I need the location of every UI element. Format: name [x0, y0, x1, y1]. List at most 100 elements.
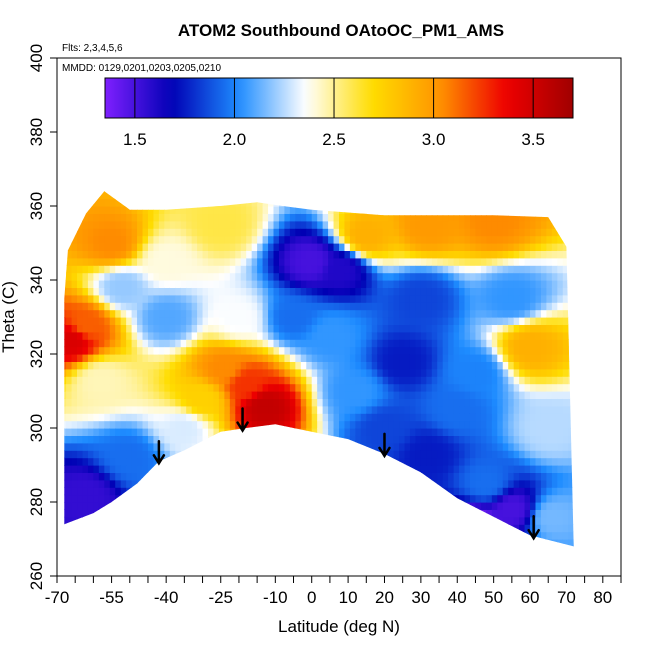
heatmap-cell [557, 539, 564, 547]
heatmap-cell [480, 516, 487, 525]
heatmap-cell [66, 398, 73, 407]
heatmap-cell [218, 191, 225, 200]
heatmap-cell [246, 191, 253, 192]
heatmap-cell [246, 176, 252, 184]
heatmap-cell [218, 502, 225, 510]
heatmap-cell [540, 494, 548, 503]
heatmap-cell [540, 302, 548, 311]
heatmap-cell [546, 516, 553, 525]
heatmap-cell [120, 531, 127, 540]
heatmap-cell [355, 368, 362, 377]
heatmap-cell [71, 494, 78, 503]
heatmap-cell [551, 457, 558, 466]
heatmap-cell [104, 250, 111, 259]
heatmap-cell [246, 287, 253, 296]
heatmap-cell [388, 361, 395, 370]
heatmap-cell [486, 287, 493, 296]
heatmap-cell [453, 287, 460, 296]
heatmap-cell [82, 250, 89, 259]
heatmap-cell [93, 546, 99, 554]
heatmap-cell [469, 405, 477, 414]
heatmap-cell [420, 524, 427, 533]
heatmap-cell [420, 405, 427, 414]
heatmap-cell [442, 405, 449, 414]
heatmap-cell [562, 479, 569, 488]
heatmap-cell [115, 302, 122, 311]
heatmap-cell [93, 354, 100, 362]
heatmap-cell [99, 546, 105, 554]
heatmap-cell [66, 191, 73, 200]
heatmap-cell [289, 361, 296, 370]
heatmap-cell [82, 509, 89, 518]
heatmap-cell [486, 339, 493, 348]
heatmap-cell [344, 317, 351, 325]
heatmap-cell [208, 361, 215, 370]
heatmap-cell [448, 257, 455, 266]
heatmap-cell [191, 435, 198, 444]
heatmap-cell [568, 228, 574, 237]
heatmap-cell [131, 198, 138, 207]
heatmap-cell [360, 450, 367, 459]
heatmap-cell [104, 213, 111, 222]
heatmap-cell [426, 339, 433, 348]
heatmap-cell [66, 324, 73, 333]
heatmap-cell [257, 465, 264, 473]
heatmap-cell [328, 317, 335, 325]
heatmap-cell [508, 317, 515, 325]
heatmap-cell [322, 420, 329, 429]
heatmap-cell [393, 539, 400, 547]
heatmap-cell [388, 302, 395, 311]
heatmap-cell [121, 176, 127, 184]
heatmap-cell [546, 413, 553, 422]
heatmap-cell [98, 450, 105, 459]
heatmap-cell [530, 398, 537, 407]
heatmap-cell [66, 391, 73, 399]
heatmap-cell [251, 398, 258, 407]
heatmap-cell [530, 472, 537, 481]
heatmap-cell [562, 272, 569, 281]
heatmap-cell [377, 228, 384, 237]
heatmap-cell [530, 450, 537, 459]
heatmap-cell [268, 265, 275, 274]
heatmap-cell [535, 539, 542, 547]
heatmap-cell [164, 331, 171, 340]
heatmap-cell [104, 368, 111, 377]
heatmap-cell [208, 191, 215, 200]
heatmap-cell [328, 420, 335, 429]
heatmap-cell [404, 450, 411, 459]
heatmap-cell [64, 228, 67, 237]
heatmap-cell [469, 428, 477, 436]
heatmap-cell [218, 479, 225, 488]
heatmap-cell [268, 191, 275, 192]
heatmap-cell [557, 428, 564, 436]
heatmap-cell [180, 243, 187, 251]
heatmap-cell [213, 435, 220, 444]
heatmap-cell [64, 346, 67, 355]
heatmap-cell [339, 428, 346, 436]
heatmap-cell [300, 413, 307, 422]
heatmap-cell [295, 376, 302, 385]
heatmap-cell [197, 361, 204, 370]
heatmap-cell [164, 191, 171, 192]
heatmap-cell [502, 243, 509, 251]
heatmap-cell [191, 294, 198, 303]
heatmap-cell [328, 494, 335, 503]
heatmap-cell [300, 302, 307, 311]
heatmap-cell [546, 346, 553, 355]
heatmap-cell [508, 265, 515, 274]
heatmap-cell [557, 494, 564, 503]
heatmap-cell [66, 317, 73, 325]
heatmap-cell [240, 361, 247, 370]
heatmap-cell [568, 428, 574, 436]
heatmap-cell [393, 220, 400, 229]
heatmap-cell [497, 257, 504, 266]
heatmap-cell [469, 502, 477, 510]
heatmap-cell [382, 272, 389, 281]
heatmap-cell [322, 487, 329, 496]
heatmap-cell [448, 376, 455, 385]
heatmap-cell [224, 502, 231, 510]
heatmap-cell [551, 398, 558, 407]
heatmap-cell [180, 220, 187, 229]
heatmap-cell [328, 294, 335, 303]
heatmap-cell [491, 420, 498, 429]
